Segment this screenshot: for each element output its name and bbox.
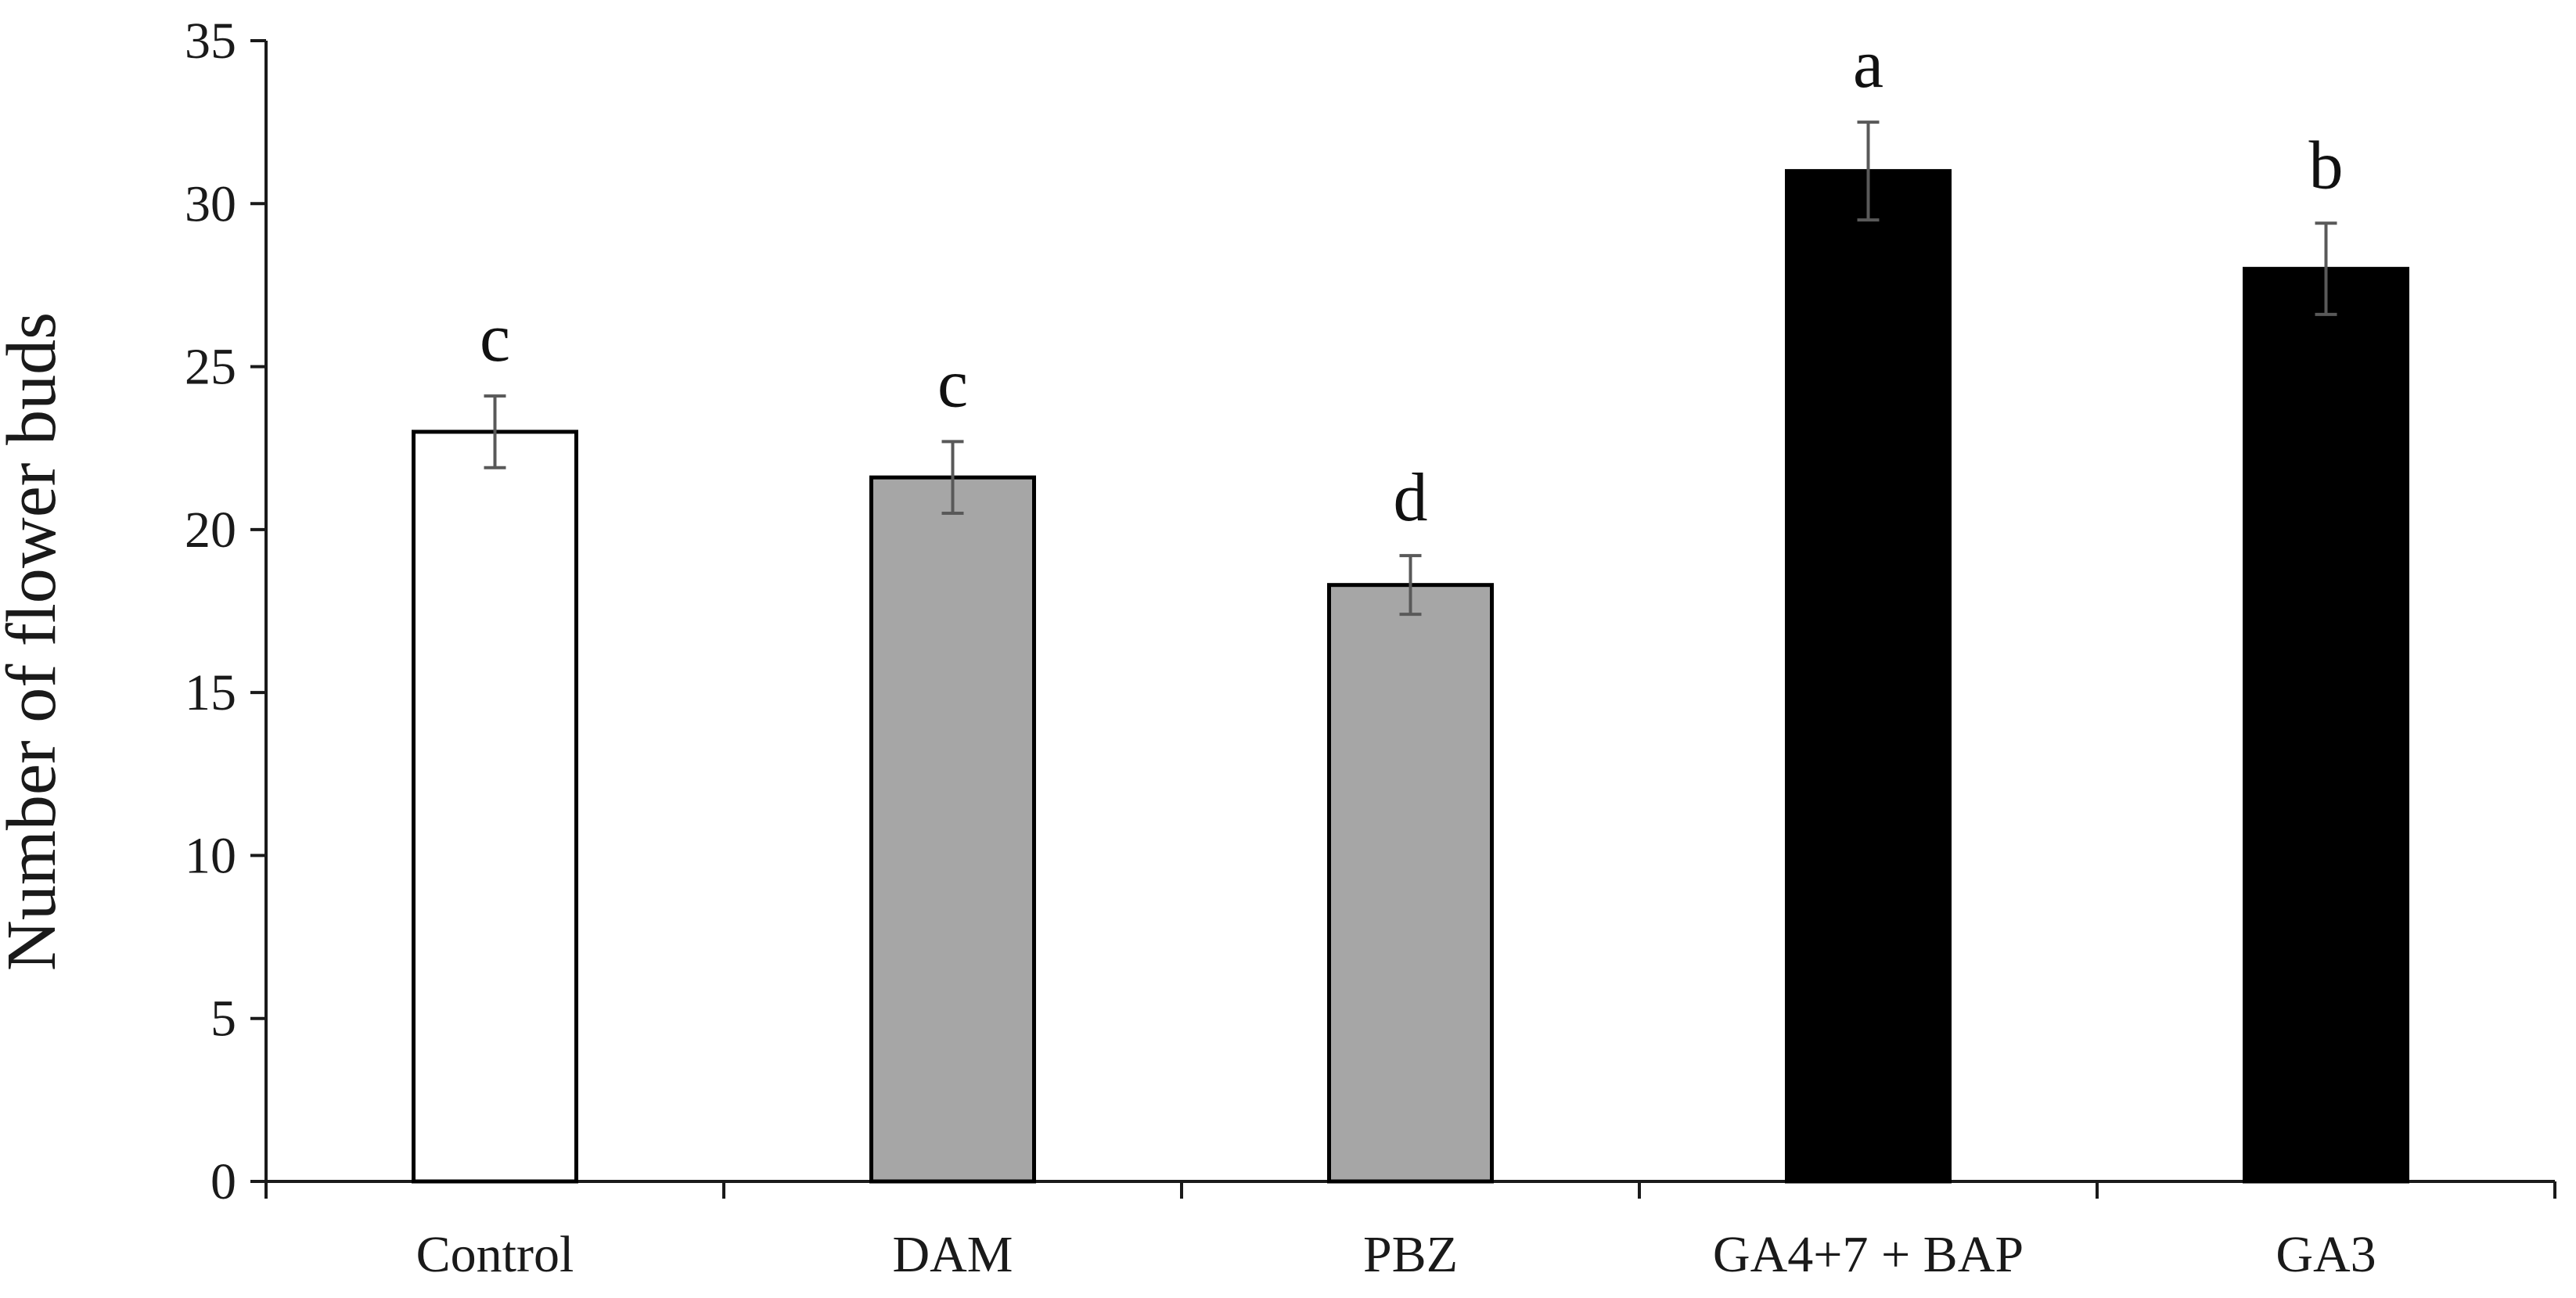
significance-letter: c xyxy=(480,300,510,376)
x-category-label: PBZ xyxy=(1363,1226,1458,1283)
y-tick-label: 5 xyxy=(210,991,236,1048)
y-tick-label: 35 xyxy=(185,13,236,70)
x-category-label: DAM xyxy=(892,1226,1013,1283)
significance-letter: b xyxy=(2309,128,2344,203)
y-axis-title: Number of flower buds xyxy=(0,312,70,971)
y-tick-label: 15 xyxy=(185,664,236,721)
significance-letter: c xyxy=(937,346,968,422)
plot-area: 0 5 10 15 20 25 30 35 c Control c DAM d PBZ a GA4+7 + B… xyxy=(185,13,2556,1283)
significance-letter: a xyxy=(1853,27,1883,102)
y-tick-label: 30 xyxy=(185,175,236,232)
bar-ga4-7-bap xyxy=(1785,169,1952,1184)
y-tick-label: 0 xyxy=(210,1153,236,1210)
x-category-label: Control xyxy=(416,1226,574,1283)
bar-dam xyxy=(869,475,1036,1184)
bar-control xyxy=(412,430,578,1184)
y-tick-label: 20 xyxy=(185,502,236,559)
bar-pbz xyxy=(1327,583,1494,1184)
x-category-label: GA4+7 + BAP xyxy=(1713,1226,2024,1283)
x-category-label: GA3 xyxy=(2276,1226,2376,1283)
y-tick-label: 25 xyxy=(185,339,236,396)
bar-ga3 xyxy=(2243,267,2409,1184)
y-tick-label: 10 xyxy=(185,827,236,884)
significance-letter: d xyxy=(1394,460,1428,536)
